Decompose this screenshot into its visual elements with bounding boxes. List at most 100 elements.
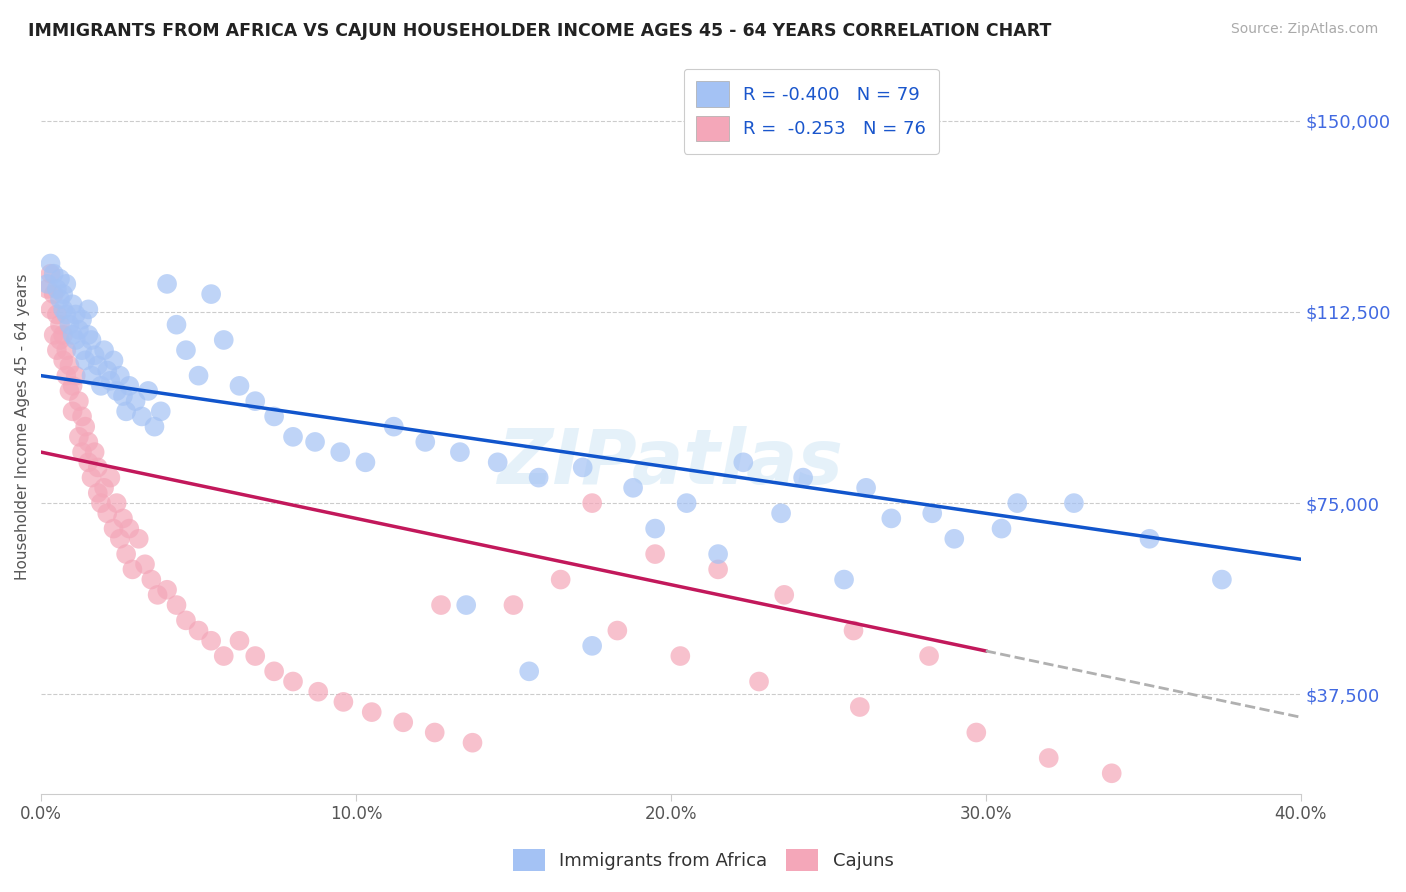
Point (100, 374, 122, 388)
Point (965, 725, 987, 739)
Point (37, 282, 59, 296)
Point (45, 282, 67, 296)
Point (39, 267, 62, 281)
Point (55, 277, 77, 291)
Point (413, 434, 436, 449)
Point (880, 511, 903, 525)
Point (245, 648, 267, 663)
Point (87, 486, 110, 500)
Point (100, 470, 122, 484)
Point (329, 445, 352, 459)
Point (62, 327, 84, 342)
Point (307, 684, 329, 698)
Point (849, 700, 872, 714)
Point (128, 532, 150, 546)
Point (67, 323, 90, 337)
Point (49, 318, 72, 332)
Point (121, 562, 143, 576)
Point (360, 705, 382, 719)
Point (792, 470, 814, 484)
Point (550, 573, 572, 587)
Point (187, 368, 209, 383)
Point (105, 384, 128, 398)
Point (581, 496, 603, 510)
Point (62, 404, 84, 418)
Point (115, 404, 138, 418)
Point (174, 613, 197, 627)
Point (212, 648, 235, 663)
Point (65, 308, 87, 322)
Point (55, 368, 77, 383)
Point (392, 715, 415, 730)
Legend: R = -0.400   N = 79, R =  -0.253   N = 76: R = -0.400 N = 79, R = -0.253 N = 76 (683, 69, 939, 154)
Point (1063, 496, 1085, 510)
Point (49, 292, 72, 306)
Point (58, 384, 80, 398)
Point (281, 674, 304, 689)
Point (832, 573, 855, 587)
Point (200, 287, 222, 301)
Point (486, 455, 509, 469)
Point (45, 308, 67, 322)
Point (58, 318, 80, 332)
Text: IMMIGRANTS FROM AFRICA VS CAJUN HOUSEHOLDER INCOME AGES 45 - 64 YEARS CORRELATIO: IMMIGRANTS FROM AFRICA VS CAJUN HOUSEHOL… (28, 22, 1052, 40)
Text: ZIPatlas: ZIPatlas (498, 426, 844, 500)
Point (644, 522, 666, 536)
Point (115, 547, 138, 561)
Point (45, 343, 67, 358)
Point (263, 409, 285, 424)
Point (70, 312, 93, 326)
Point (55, 343, 77, 358)
Point (842, 624, 865, 638)
Point (149, 404, 172, 418)
Point (156, 582, 179, 597)
Point (70, 343, 93, 358)
Point (166, 318, 188, 332)
Point (517, 665, 540, 679)
Point (918, 648, 941, 663)
Point (134, 558, 156, 572)
Point (430, 598, 453, 612)
Point (212, 333, 235, 347)
Point (943, 532, 966, 546)
Point (146, 588, 169, 602)
Point (141, 573, 163, 587)
Point (105, 496, 128, 510)
Point (1211, 573, 1233, 587)
Point (111, 389, 134, 403)
Point (55, 308, 77, 322)
Point (111, 511, 134, 525)
Point (382, 419, 405, 434)
Point (65, 333, 87, 347)
Point (42, 287, 65, 301)
Point (42, 267, 65, 281)
Point (77, 455, 100, 469)
Point (80, 333, 103, 347)
Point (773, 588, 796, 602)
Point (707, 547, 730, 561)
Point (108, 368, 131, 383)
Point (52, 302, 75, 317)
Point (39, 256, 62, 270)
Point (65, 368, 87, 383)
Point (93, 481, 115, 495)
Point (80, 470, 103, 484)
Point (52, 287, 75, 301)
Text: Source: ZipAtlas.com: Source: ZipAtlas.com (1230, 22, 1378, 37)
Point (675, 496, 697, 510)
Point (502, 598, 524, 612)
Point (304, 434, 326, 449)
Point (228, 633, 250, 648)
Point (990, 522, 1012, 536)
Point (90, 496, 112, 510)
Point (39, 302, 62, 317)
Point (621, 481, 644, 495)
Point (1007, 496, 1029, 510)
Point (52, 353, 75, 368)
Point (67, 430, 90, 444)
Point (1038, 751, 1060, 765)
Point (644, 547, 666, 561)
Point (62, 297, 84, 311)
Point (423, 725, 446, 739)
Point (245, 394, 267, 409)
